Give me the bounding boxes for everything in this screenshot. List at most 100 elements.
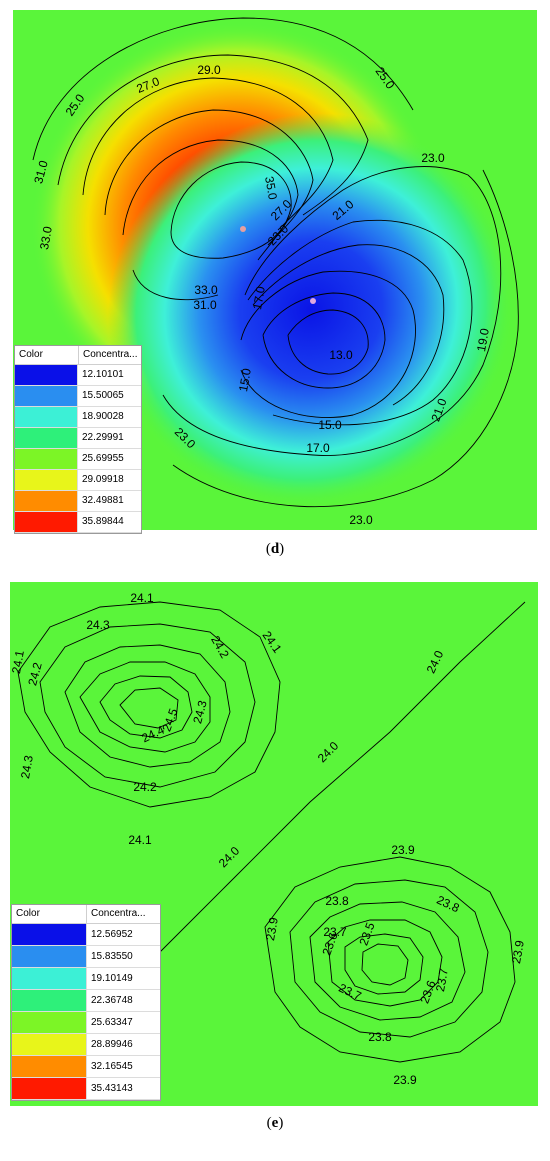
caption-e: (e) [266, 1115, 284, 1131]
contour-label: 33.0 [37, 225, 55, 251]
source-point-high [240, 226, 246, 232]
contour-label: 29.0 [197, 63, 221, 77]
contour-label: 19.0 [474, 327, 492, 353]
legend-header-color: Color [19, 349, 43, 360]
caption-d: (d) [265, 541, 285, 557]
caption-e-letter: e [271, 1115, 279, 1131]
legend-header-value: Concentra... [78, 346, 141, 364]
legend-value: 25.69955 [77, 449, 140, 469]
legend-row: 35.43143 [12, 1078, 160, 1100]
contour-label: 23.8 [368, 1030, 392, 1044]
legend-swatch [15, 407, 77, 427]
legend-row: 32.16545 [12, 1056, 160, 1078]
contour-label: 24.3 [18, 754, 36, 780]
contour-label: 24.1 [130, 591, 154, 605]
legend-swatch [12, 946, 86, 967]
legend-swatch [12, 1056, 86, 1077]
contour-label: 15.0 [318, 418, 342, 432]
contour-map-e: 24.1 24.1 24.1 24.2 24.3 24.2 24.5 24.4 24.3 24.3… [10, 582, 538, 1106]
legend-row: 15.50065 [15, 386, 141, 407]
legend-row: 29.09918 [15, 470, 141, 491]
contour-lines-e [17, 601, 526, 1063]
legend-row: 22.29991 [15, 428, 141, 449]
legend-value: 32.49881 [77, 491, 140, 511]
legend-value: 28.89946 [86, 1034, 160, 1055]
legend-value: 25.63347 [86, 1012, 160, 1033]
contour-label: 24.3 [190, 699, 210, 725]
legend-rows-e: 12.56952 15.83550 19.10149 22.36748 25.63347… [12, 924, 160, 1100]
contour-label: 24.1 [128, 833, 152, 847]
legend-row: 12.10101 [15, 365, 141, 386]
contour-label: 31.0 [31, 159, 51, 185]
legend-value: 22.36748 [86, 990, 160, 1011]
contour-label: 23.7 [323, 925, 347, 939]
legend-value: 22.29991 [77, 428, 140, 448]
legend-swatch [15, 470, 77, 490]
contour-label: 23.7 [433, 967, 451, 993]
contour-label: 23.0 [349, 513, 373, 527]
contour-label: 24.2 [25, 661, 45, 687]
legend-row: 25.63347 [12, 1012, 160, 1034]
contour-plot-d: 25.027.029.0 25.031.035.033.033.031.027.0… [13, 10, 537, 530]
low-concentration-region [107, 113, 515, 507]
legend-row: 22.36748 [12, 990, 160, 1012]
legend-value: 15.50065 [77, 386, 140, 406]
legend-swatch [12, 968, 86, 989]
legend-swatch [12, 1012, 86, 1033]
contour-label: 24.3 [86, 618, 110, 632]
contour-label: 31.0 [193, 298, 217, 312]
legend-header-color: Color [16, 908, 40, 919]
legend-rows-d: 12.10101 15.50065 18.90028 22.29991 25.69955… [15, 365, 141, 533]
contour-map-d: 25.0 27.0 29.0 25.0 31.0 35.0 33.0 33.0 31.0 27.0… [13, 10, 537, 534]
contour-label: 23.9 [263, 916, 281, 942]
legend-swatch [12, 990, 86, 1011]
legend-swatch [15, 449, 77, 469]
legend-header-d: Color Concentra... [15, 346, 141, 365]
legend-d: Color Concentra... 12.10101 15.50065 18.90… [14, 345, 142, 534]
contour-label: 23.0 [421, 151, 445, 165]
contour-label: 33.0 [194, 283, 218, 297]
legend-swatch [12, 924, 86, 945]
legend-value: 32.16545 [86, 1056, 160, 1077]
legend-value: 19.10149 [86, 968, 160, 989]
contour-label: 17.0 [250, 285, 268, 311]
legend-swatch [15, 491, 77, 511]
legend-value: 18.90028 [77, 407, 140, 427]
contour-lines-d [32, 17, 519, 508]
caption-d-letter: d [270, 541, 280, 557]
legend-header-e: Color Concentra... [12, 905, 160, 924]
legend-row: 35.89844 [15, 512, 141, 533]
legend-row: 25.69955 [15, 449, 141, 470]
legend-row: 12.56952 [12, 924, 160, 946]
contour-label: 23.9 [391, 843, 415, 857]
legend-value: 35.43143 [86, 1078, 160, 1099]
legend-swatch [15, 386, 77, 406]
legend-swatch [12, 1034, 86, 1055]
legend-swatch [15, 428, 77, 448]
legend-row: 28.89946 [12, 1034, 160, 1056]
contour-label: 23.9 [393, 1073, 417, 1087]
legend-value: 35.89844 [77, 512, 140, 532]
legend-row: 32.49881 [15, 491, 141, 512]
legend-value: 12.56952 [86, 924, 160, 945]
legend-swatch [15, 512, 77, 532]
contour-label: 24.1 [10, 649, 27, 675]
legend-header-value: Concentra... [86, 905, 160, 923]
contour-label: 35.0 [262, 175, 280, 201]
contour-label: 23.9 [509, 939, 527, 965]
legend-swatch [15, 365, 77, 385]
contour-label: 13.0 [329, 348, 353, 362]
legend-value: 15.83550 [86, 946, 160, 967]
legend-row: 19.10149 [12, 968, 160, 990]
legend-swatch [12, 1078, 86, 1099]
legend-row: 15.83550 [12, 946, 160, 968]
legend-row: 18.90028 [15, 407, 141, 428]
source-point-low [310, 298, 316, 304]
contour-label: 17.0 [306, 441, 330, 455]
legend-value: 12.10101 [77, 365, 140, 385]
legend-e: Color Concentra... 12.56952 15.83550 19.10… [11, 904, 161, 1101]
contour-label: 15.0 [236, 367, 254, 393]
contour-label: 23.8 [325, 894, 349, 908]
legend-value: 29.09918 [77, 470, 140, 490]
contour-label: 24.2 [133, 780, 157, 794]
